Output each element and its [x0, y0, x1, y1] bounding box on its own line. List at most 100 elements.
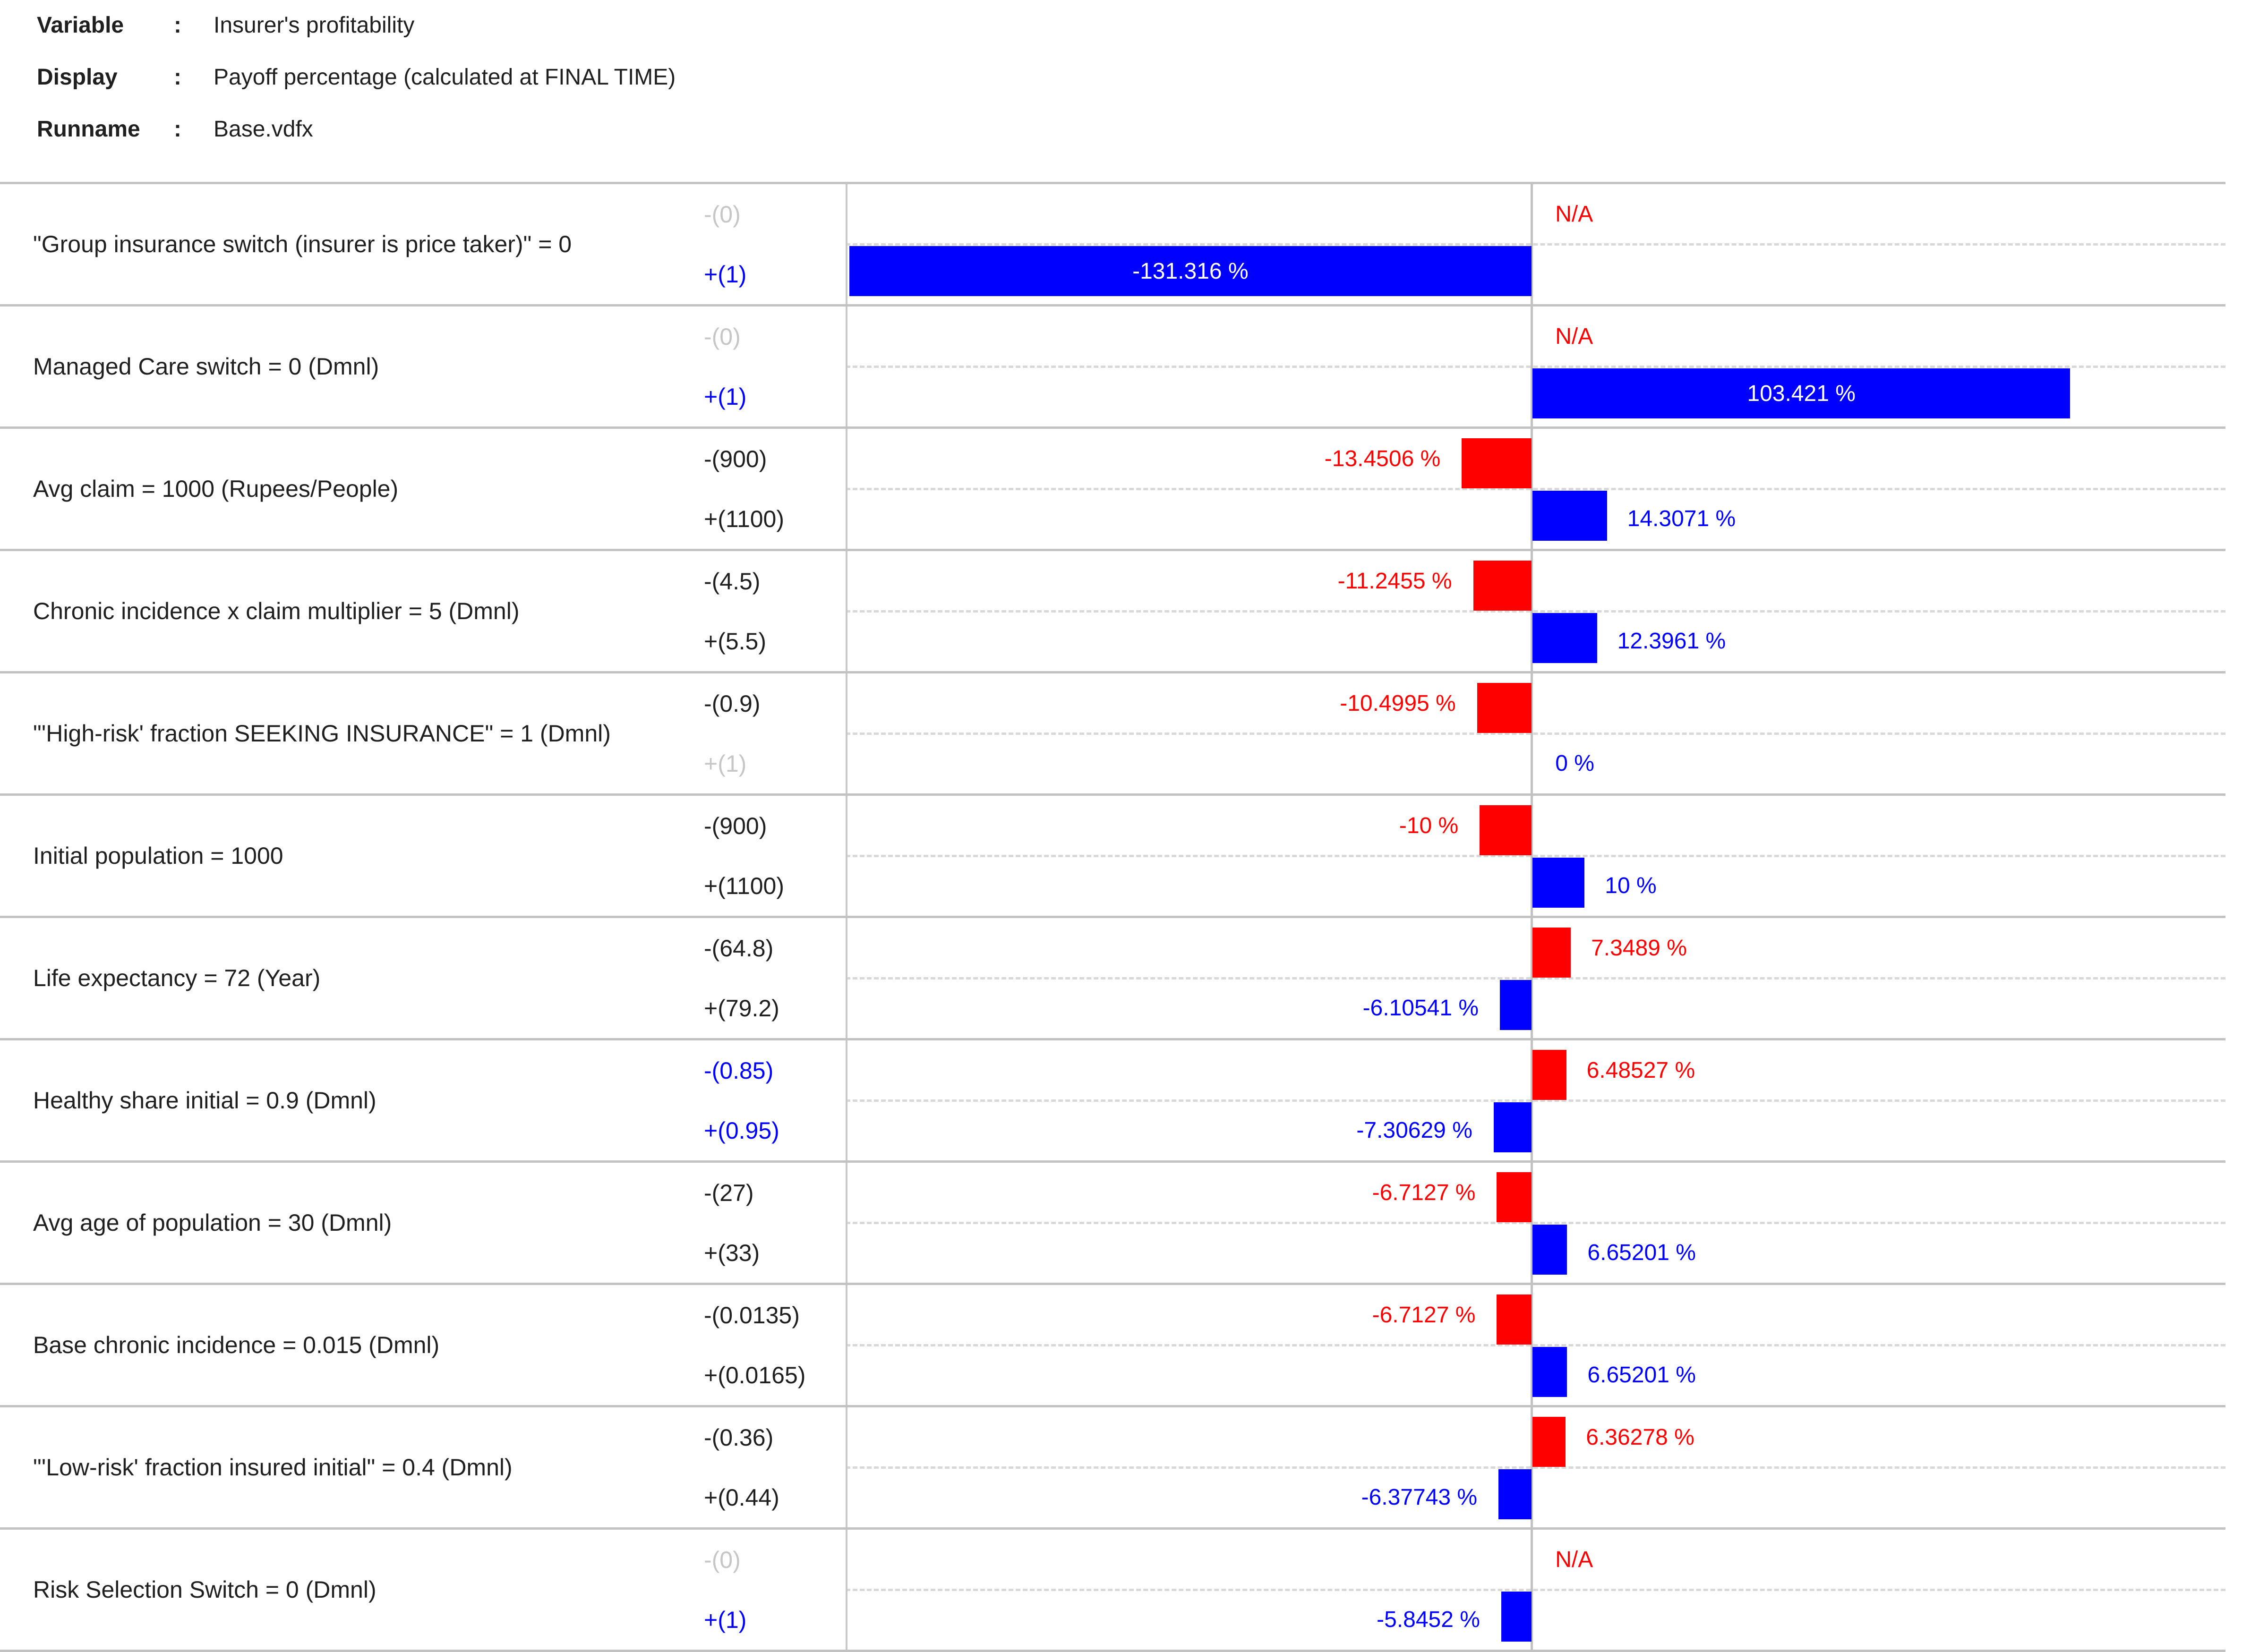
- tornado-row: Life expectancy = 72 (Year) -(64.8) +(79…: [0, 918, 2225, 1040]
- zero-axis: [1531, 918, 1533, 1038]
- parameter-label: "'Low-risk' fraction insured initial" = …: [33, 1454, 513, 1481]
- parameter-label: Avg claim = 1000 (Rupees/People): [33, 476, 399, 502]
- tornado-row: "'Low-risk' fraction insured initial" = …: [0, 1407, 2225, 1530]
- parameter-cell: Healthy share initial = 0.9 (Dmnl): [0, 1040, 652, 1160]
- parameter-label: Life expectancy = 72 (Year): [33, 965, 321, 991]
- parameter-label: Initial population = 1000: [33, 843, 283, 869]
- parameter-cell: Avg age of population = 30 (Dmnl): [0, 1163, 652, 1283]
- parameter-label: Chronic incidence x claim multiplier = 5…: [33, 598, 520, 624]
- parameter-label: "'High-risk' fraction SEEKING INSURANCE"…: [33, 720, 611, 747]
- decrease-run-bar: [1532, 1050, 1566, 1100]
- parameter-label: "Group insurance switch (insurer is pric…: [33, 231, 572, 257]
- parameter-cell: Initial population = 1000: [0, 796, 652, 916]
- decrease-run-label: -(4.5): [704, 568, 761, 595]
- tornado-row: Chronic incidence x claim multiplier = 5…: [0, 551, 2225, 673]
- increase-run-label: +(1): [704, 261, 747, 288]
- column-divider-line: [846, 1530, 847, 1650]
- row-chart-area: -6.7127 % 6.65201 %: [846, 1163, 2225, 1283]
- tornado-row: Avg claim = 1000 (Rupees/People) -(900) …: [0, 429, 2225, 551]
- row-chart-area: -10.4995 % 0 %: [846, 673, 2225, 793]
- parameter-cell: Managed Care switch = 0 (Dmnl): [0, 307, 652, 426]
- decrease-run-bar: [1462, 438, 1532, 488]
- decrease-run-label: -(900): [704, 445, 767, 472]
- bar-value-label: 6.36278 %: [1586, 1425, 1694, 1450]
- decrease-run-label: -(0): [704, 201, 741, 228]
- increase-run-bar: [1493, 1102, 1532, 1152]
- row-chart-area: N/A -5.8452 %: [846, 1530, 2225, 1650]
- bar-value-label: -6.37743 %: [1361, 1485, 1478, 1510]
- header-colon: :: [174, 117, 181, 142]
- tornado-row: Base chronic incidence = 0.015 (Dmnl) -(…: [0, 1285, 2225, 1407]
- increase-run-label: +(1): [704, 750, 747, 777]
- row-chart-area: 6.48527 % -7.30629 %: [846, 1040, 2225, 1160]
- zero-axis: [1531, 1163, 1533, 1283]
- increase-run-bar: [1532, 858, 1585, 908]
- zero-axis: [1531, 673, 1533, 793]
- row-chart-area: 6.36278 % -6.37743 %: [846, 1407, 2225, 1527]
- decrease-run-bar: [1532, 1417, 1566, 1467]
- row-chart-area: -13.4506 % 14.3071 %: [846, 429, 2225, 549]
- run-variation-cell: -(0.0135) +(0.0165): [652, 1285, 846, 1405]
- header-variable-line: Variable : Insurer's profitability: [37, 12, 676, 39]
- bar-value-label: 7.3489 %: [1591, 936, 1687, 961]
- dashed-midline: [846, 1589, 2225, 1591]
- decrease-run-label: -(0.85): [704, 1057, 774, 1084]
- header-display-value: Payoff percentage (calculated at FINAL T…: [214, 65, 676, 90]
- dashed-midline: [846, 855, 2225, 857]
- decrease-run-label: -(0): [704, 323, 741, 350]
- dashed-midline: [846, 488, 2225, 490]
- row-chart-area: -10 % 10 %: [846, 796, 2225, 916]
- increase-run-label: +(0.0165): [704, 1362, 806, 1388]
- tornado-row: "Group insurance switch (insurer is pric…: [0, 184, 2225, 307]
- decrease-run-bar: [1477, 683, 1532, 733]
- parameter-cell: "'High-risk' fraction SEEKING INSURANCE"…: [0, 673, 652, 793]
- column-divider-line: [846, 184, 847, 304]
- decrease-run-bar: [1473, 561, 1532, 611]
- bar-value-label: 6.65201 %: [1587, 1362, 1696, 1388]
- tornado-row: Healthy share initial = 0.9 (Dmnl) -(0.8…: [0, 1040, 2225, 1163]
- column-divider-line: [846, 1407, 847, 1527]
- zero-axis: [1531, 796, 1533, 916]
- row-chart-area: N/A -131.316 %: [846, 184, 2225, 304]
- parameter-label: Risk Selection Switch = 0 (Dmnl): [33, 1576, 377, 1603]
- column-divider-line: [846, 673, 847, 793]
- header-colon: :: [174, 13, 181, 38]
- parameter-label: Healthy share initial = 0.9 (Dmnl): [33, 1087, 377, 1114]
- bar-value-label: -131.316 %: [1132, 258, 1249, 284]
- bar-value-label: -10 %: [1399, 813, 1459, 838]
- zero-axis: [1531, 1040, 1533, 1160]
- bar-value-label: -6.10541 %: [1362, 996, 1479, 1021]
- decrease-run-label: -(0): [704, 1546, 741, 1573]
- increase-run-label: +(1100): [704, 872, 785, 899]
- row-chart-area: -11.2455 % 12.3961 %: [846, 551, 2225, 671]
- dashed-midline: [846, 977, 2225, 979]
- run-variation-cell: -(0.36) +(0.44): [652, 1407, 846, 1527]
- header-runname-line: Runname : Base.vdfx: [37, 116, 676, 143]
- run-variation-cell: -(900) +(1100): [652, 796, 846, 916]
- bar-value-label: 103.421 %: [1747, 381, 1856, 406]
- parameter-label: Base chronic incidence = 0.015 (Dmnl): [33, 1332, 440, 1358]
- run-variation-cell: -(0.85) +(0.95): [652, 1040, 846, 1160]
- column-divider-line: [846, 918, 847, 1038]
- tornado-row: Risk Selection Switch = 0 (Dmnl) -(0) +(…: [0, 1530, 2225, 1652]
- header-variable-value: Insurer's profitability: [214, 13, 415, 38]
- zero-axis: [1531, 184, 1533, 304]
- decrease-run-label: -(0.0135): [704, 1302, 800, 1328]
- parameter-cell: Life expectancy = 72 (Year): [0, 918, 652, 1038]
- zero-axis: [1531, 1407, 1533, 1527]
- run-variation-cell: -(0) +(1): [652, 307, 846, 426]
- header-display-line: Display : Payoff percentage (calculated …: [37, 64, 676, 91]
- column-divider-line: [846, 429, 847, 549]
- dashed-midline: [846, 610, 2225, 613]
- bar-value-label: 10 %: [1605, 873, 1657, 898]
- bar-value-label: -11.2455 %: [1337, 569, 1452, 594]
- bar-value-label: 0 %: [1555, 751, 1594, 776]
- na-label: N/A: [1555, 1547, 1593, 1572]
- parameter-cell: Chronic incidence x claim multiplier = 5…: [0, 551, 652, 671]
- decrease-run-label: -(900): [704, 812, 767, 839]
- decrease-run-label: -(27): [704, 1179, 754, 1206]
- increase-run-label: +(1): [704, 1606, 747, 1633]
- increase-run-bar: [1532, 613, 1597, 663]
- column-divider-line: [846, 1163, 847, 1283]
